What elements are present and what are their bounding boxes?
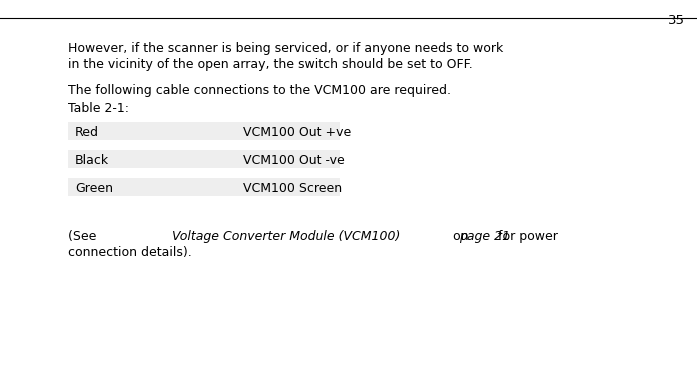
Text: Green: Green: [75, 182, 113, 194]
Text: VCM100 Out +ve: VCM100 Out +ve: [243, 125, 351, 138]
Text: Black: Black: [75, 154, 109, 166]
Text: The following cable connections to the VCM100 are required.: The following cable connections to the V…: [68, 84, 451, 97]
Text: page 21: page 21: [459, 230, 510, 243]
Text: Red: Red: [75, 125, 99, 138]
Text: for power: for power: [493, 230, 558, 243]
Bar: [68, 150, 340, 168]
Text: connection details).: connection details).: [68, 246, 192, 259]
Text: on: on: [449, 230, 473, 243]
Text: (See: (See: [68, 230, 100, 243]
Text: Voltage Converter Module (VCM100): Voltage Converter Module (VCM100): [172, 230, 401, 243]
Bar: [68, 122, 340, 140]
Bar: [68, 178, 340, 196]
Text: VCM100 Out -ve: VCM100 Out -ve: [243, 154, 345, 166]
Text: VCM100 Screen: VCM100 Screen: [243, 182, 342, 194]
Text: in the vicinity of the open array, the switch should be set to OFF.: in the vicinity of the open array, the s…: [68, 58, 473, 71]
Text: 35: 35: [668, 14, 685, 27]
Text: However, if the scanner is being serviced, or if anyone needs to work: However, if the scanner is being service…: [68, 42, 503, 55]
Text: Table 2-1:: Table 2-1:: [68, 102, 129, 115]
